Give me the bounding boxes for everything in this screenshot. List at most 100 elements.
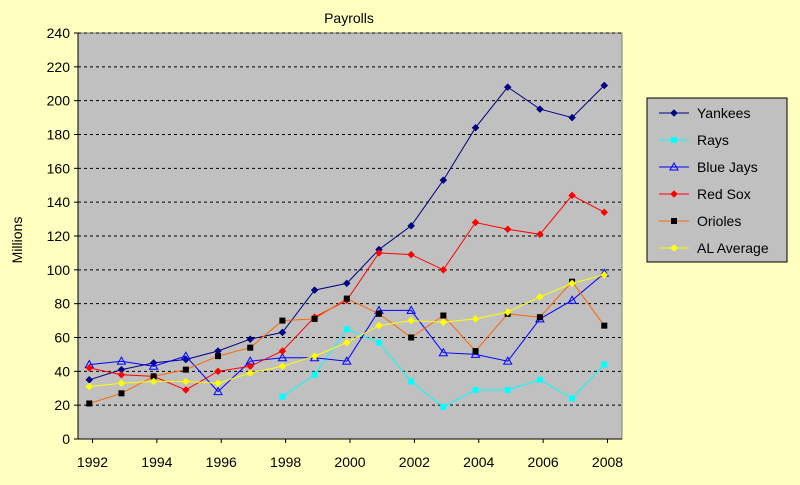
data-point xyxy=(536,376,543,383)
data-point xyxy=(502,356,513,365)
data-point xyxy=(85,382,94,391)
legend-item: Blue Jays xyxy=(659,159,758,175)
data-point xyxy=(86,400,93,407)
data-point xyxy=(214,379,222,388)
data-point xyxy=(568,279,576,288)
data-point xyxy=(278,362,287,371)
legend: Yankees Rays Blue Jays Red Sox Orioles AL Ave… xyxy=(646,97,788,263)
legend-marker xyxy=(670,190,678,198)
data-point xyxy=(569,395,576,402)
legend-label: Blue Jays xyxy=(697,159,758,175)
data-point xyxy=(342,279,351,288)
data-point xyxy=(341,356,352,365)
data-point xyxy=(375,310,382,317)
x-tick-label: 1996 xyxy=(206,454,237,470)
legend-box xyxy=(646,97,788,263)
x-tick-label: 2000 xyxy=(334,454,365,470)
y-tick-label: 160 xyxy=(47,160,71,176)
series-yankees xyxy=(85,81,609,384)
legend-marker xyxy=(670,109,678,117)
data-point xyxy=(440,403,447,410)
legend-item: AL Average xyxy=(659,240,769,256)
y-axis-label: Millions xyxy=(9,217,25,264)
legend-marker xyxy=(670,244,678,252)
data-point xyxy=(150,373,157,380)
data-point xyxy=(375,339,382,346)
data-point xyxy=(278,347,287,355)
data-point xyxy=(375,321,383,330)
data-point xyxy=(471,218,480,227)
data-point xyxy=(215,353,222,360)
data-point xyxy=(536,230,544,239)
y-tick-label: 100 xyxy=(47,262,71,278)
x-tick-label: 2004 xyxy=(463,454,494,470)
legend-item: Yankees xyxy=(659,105,750,121)
data-point xyxy=(277,352,288,362)
gridlines xyxy=(78,32,622,406)
data-point xyxy=(343,295,350,302)
data-point xyxy=(148,361,159,370)
data-point xyxy=(343,326,350,333)
data-point xyxy=(568,191,576,200)
y-tick-labels: 0 20 40 60 80 100 120 140 160 180 200 220 240 xyxy=(47,25,78,447)
data-point xyxy=(536,314,543,321)
data-point xyxy=(182,366,189,373)
legend-label: Orioles xyxy=(697,213,741,229)
data-point xyxy=(471,315,480,323)
data-point xyxy=(504,386,511,393)
data-point xyxy=(600,81,609,90)
series-lines xyxy=(84,81,610,410)
data-point xyxy=(601,322,608,329)
data-point xyxy=(439,318,448,327)
data-point xyxy=(472,386,479,393)
data-point xyxy=(311,371,318,378)
data-point xyxy=(408,334,415,341)
legend-label: Rays xyxy=(697,132,729,148)
data-point xyxy=(567,295,577,304)
data-point xyxy=(536,105,544,113)
x-tick-label: 2008 xyxy=(592,454,623,470)
y-tick-label: 20 xyxy=(54,397,70,413)
chart-title: Payrolls xyxy=(324,10,374,26)
data-point xyxy=(503,308,512,316)
data-point xyxy=(600,208,609,217)
data-point xyxy=(246,369,255,377)
data-point xyxy=(180,351,191,360)
data-point xyxy=(246,335,255,344)
data-point xyxy=(503,83,512,91)
data-point xyxy=(85,364,94,372)
x-tick-label: 1994 xyxy=(141,454,172,470)
data-point xyxy=(247,344,254,351)
data-point xyxy=(279,393,286,400)
data-point xyxy=(503,225,512,234)
data-point xyxy=(440,312,447,319)
data-point xyxy=(279,317,286,324)
data-point xyxy=(278,328,287,337)
x-tick-labels: 1992 1994 1996 1998 2000 2002 2004 2006 2008 xyxy=(77,439,623,470)
y-tick-label: 240 xyxy=(47,25,71,41)
data-point xyxy=(439,176,448,185)
series-line xyxy=(89,272,605,393)
data-point xyxy=(375,249,383,257)
y-tick-label: 140 xyxy=(47,194,71,210)
data-point xyxy=(213,386,223,396)
legend-item: Rays xyxy=(659,132,729,148)
y-tick-label: 60 xyxy=(54,330,70,346)
y-tick-label: 80 xyxy=(54,296,70,312)
data-point xyxy=(310,352,319,360)
y-tick-label: 180 xyxy=(47,127,71,143)
data-point xyxy=(407,250,416,259)
data-point xyxy=(407,221,416,230)
legend-item: Orioles xyxy=(659,213,741,229)
data-point xyxy=(471,123,480,132)
data-point xyxy=(342,338,351,347)
data-point xyxy=(214,367,222,376)
y-tick-label: 0 xyxy=(62,431,70,447)
data-point xyxy=(568,113,576,122)
data-point xyxy=(116,356,127,365)
series-rays xyxy=(279,326,608,410)
legend-marker xyxy=(671,137,677,143)
data-point xyxy=(600,271,609,279)
